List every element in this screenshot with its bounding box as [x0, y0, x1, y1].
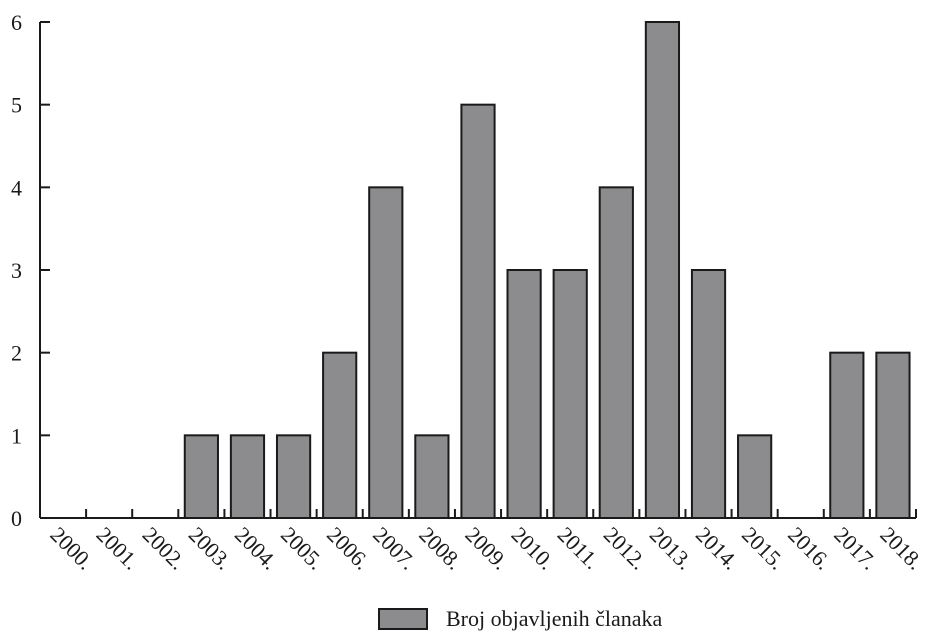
bar-2010 — [506, 269, 542, 519]
y-tick-label: 3 — [11, 258, 22, 283]
x-tick-label: 2003. — [184, 522, 237, 575]
x-tick-label: 2008. — [414, 522, 467, 575]
x-tick-label: 2004. — [230, 522, 283, 575]
x-tick-label: 2017. — [829, 522, 882, 575]
x-tick-label: 2006. — [322, 522, 375, 575]
x-tick-label: 2009. — [460, 522, 513, 575]
x-tick-label: 2000. — [46, 522, 99, 575]
x-tick-label: 2011. — [553, 522, 605, 574]
bar-2009 — [460, 103, 496, 520]
x-tick-label: 2007. — [368, 522, 421, 575]
x-axis: 2000.2001.2002.2003.2004.2005.2006.2007.… — [39, 509, 928, 575]
bar-2006 — [322, 351, 358, 519]
bar-2007 — [368, 186, 404, 519]
x-tick-label: 2005. — [276, 522, 329, 575]
bar-2014 — [690, 269, 727, 519]
x-tick-label: 2016. — [783, 522, 836, 575]
bar-2017 — [829, 351, 865, 519]
y-tick-label: 2 — [11, 341, 22, 366]
bar-2011 — [552, 269, 588, 519]
bar-2008 — [414, 434, 450, 520]
x-tick-label: 2001. — [92, 522, 145, 575]
bars — [183, 21, 911, 520]
y-tick-label: 5 — [11, 93, 22, 118]
bar-2012 — [598, 186, 634, 519]
y-axis: 0 1 2 3 4 5 6 — [11, 10, 50, 531]
y-tick-label: 4 — [11, 175, 22, 200]
bar-2003 — [183, 434, 219, 520]
x-tick-label: 2013. — [645, 522, 698, 575]
x-tick-label: 2010. — [507, 522, 560, 575]
bar-2005 — [275, 434, 312, 520]
x-tick-label: 2014. — [691, 522, 744, 575]
x-tick-label: 2015. — [737, 522, 790, 575]
bar-2015 — [737, 434, 773, 520]
bar-2004 — [229, 434, 266, 520]
x-tick-label: 2018. — [875, 522, 928, 575]
x-tick-label: 2012. — [599, 522, 652, 575]
bar-2018 — [875, 351, 911, 519]
y-tick-label: 6 — [11, 10, 22, 35]
legend: Broj objavljenih članaka — [378, 606, 662, 632]
y-tick-label: 1 — [11, 423, 22, 448]
x-tick-label: 2002. — [138, 522, 191, 575]
bar-2013 — [644, 21, 681, 519]
y-tick-label: 0 — [11, 506, 22, 531]
legend-label: Broj objavljenih članaka — [446, 606, 663, 631]
legend-swatch — [378, 608, 428, 630]
